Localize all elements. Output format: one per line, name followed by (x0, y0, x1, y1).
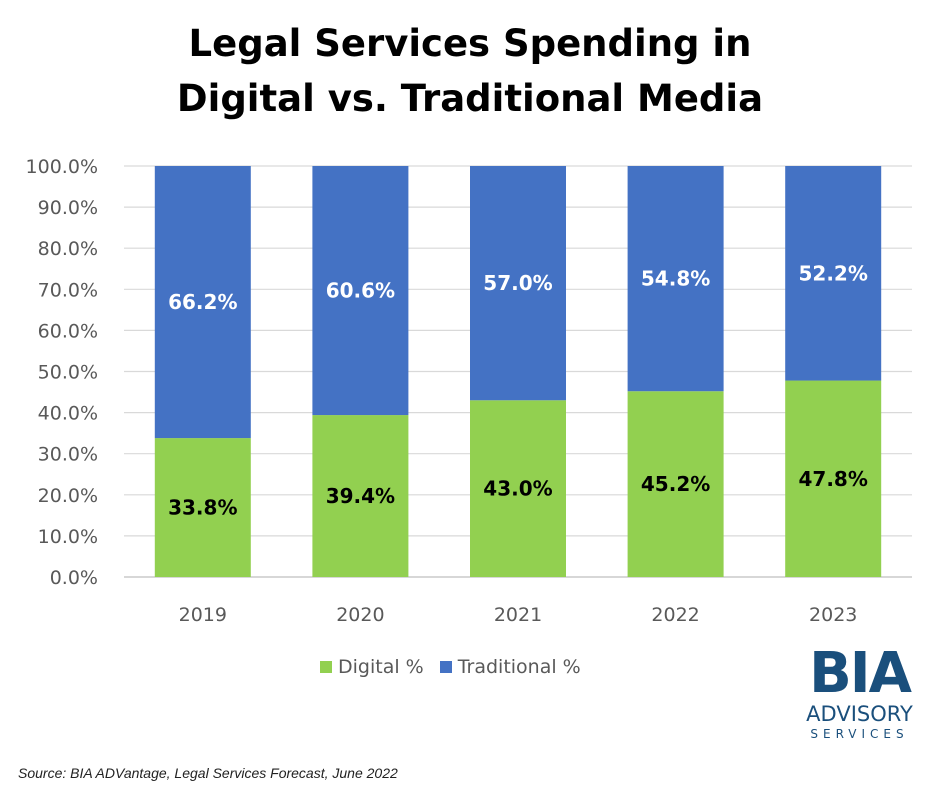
x-tick-label: 2022 (651, 604, 699, 626)
y-tick-label: 30.0% (38, 444, 98, 466)
logo-advisory-text: ADVISORY (806, 702, 913, 726)
data-label-traditional: 52.2% (799, 261, 868, 285)
bia-logo: BIA ADVISORY SERVICES (792, 646, 927, 742)
x-tick-label: 2019 (179, 604, 227, 626)
chart-title: Legal Services Spending in Digital vs. T… (0, 16, 940, 126)
data-label-traditional: 66.2% (168, 290, 237, 314)
y-tick-label: 60.0% (38, 320, 98, 342)
bar-traditional (470, 166, 566, 401)
data-label-traditional: 57.0% (483, 271, 552, 295)
source-note: Source: BIA ADVantage, Legal Services Fo… (18, 765, 398, 781)
x-tick-label: 2021 (494, 604, 542, 626)
y-tick-label: 90.0% (38, 197, 98, 219)
stacked-bar-chart: 0.0% 10.0% 20.0% 30.0% 40.0% 50.0% 60.0% 70.0% 8… (26, 156, 912, 626)
bar-traditional (627, 166, 724, 392)
data-label-digital: 33.8% (168, 496, 237, 520)
legend: Digital % Traditional % (320, 656, 597, 678)
bar-traditional (312, 166, 409, 416)
legend-swatch-traditional (439, 661, 452, 673)
legend-label-digital: Digital % (338, 656, 424, 678)
bar-traditional (785, 166, 882, 381)
bar-digital (627, 391, 724, 577)
logo-main-text: BIA (809, 641, 912, 706)
y-tick-label: 70.0% (38, 279, 98, 301)
y-tick-label: 80.0% (38, 238, 98, 260)
y-tick-label: 10.0% (38, 526, 98, 548)
data-label-digital: 39.4% (326, 484, 395, 508)
y-tick-label: 50.0% (38, 362, 98, 384)
legend-label-traditional: Traditional % (457, 656, 581, 678)
data-label-digital: 47.8% (799, 467, 868, 491)
x-tick-label: 2023 (809, 604, 857, 626)
data-label-traditional: 54.8% (641, 267, 710, 291)
data-label-digital: 45.2% (641, 472, 710, 496)
data-label-traditional: 60.6% (326, 279, 395, 303)
y-tick-label: 0.0% (50, 567, 98, 589)
logo-services-text: SERVICES (810, 727, 909, 741)
y-tick-label: 40.0% (38, 403, 98, 425)
title-line-2: Digital vs. Traditional Media (176, 77, 764, 120)
y-tick-label: 100.0% (26, 156, 98, 178)
legend-item-traditional: Traditional % (439, 656, 581, 678)
title-line-1: Legal Services Spending in (188, 22, 752, 65)
bar-digital (470, 400, 566, 577)
bar-digital (785, 380, 882, 577)
legend-item-digital: Digital % (320, 656, 424, 678)
data-label-digital: 43.0% (483, 477, 552, 501)
bar-digital (312, 415, 409, 577)
bar-digital (154, 438, 251, 577)
legend-swatch-digital (320, 661, 332, 673)
bar-traditional (154, 166, 251, 439)
y-tick-label: 20.0% (38, 485, 98, 507)
x-tick-label: 2020 (336, 604, 384, 626)
